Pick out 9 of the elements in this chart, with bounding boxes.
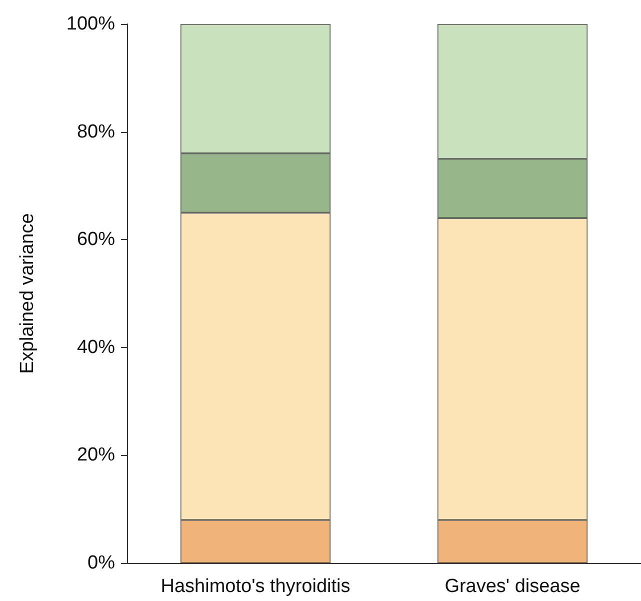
x-tick-label: Graves' disease (444, 576, 580, 597)
y-tick-label: 60% (76, 229, 116, 250)
y-tick-label: 0% (88, 552, 116, 574)
y-tick-label: 20% (76, 444, 116, 466)
y-tick-label: 80% (76, 121, 116, 142)
y-tick-label: 40% (76, 336, 116, 358)
x-tick-label: Hashimoto's thyroiditis (160, 576, 350, 597)
y-axis-title: Explained variance (17, 213, 38, 374)
y-tick-label: 100% (66, 14, 116, 34)
